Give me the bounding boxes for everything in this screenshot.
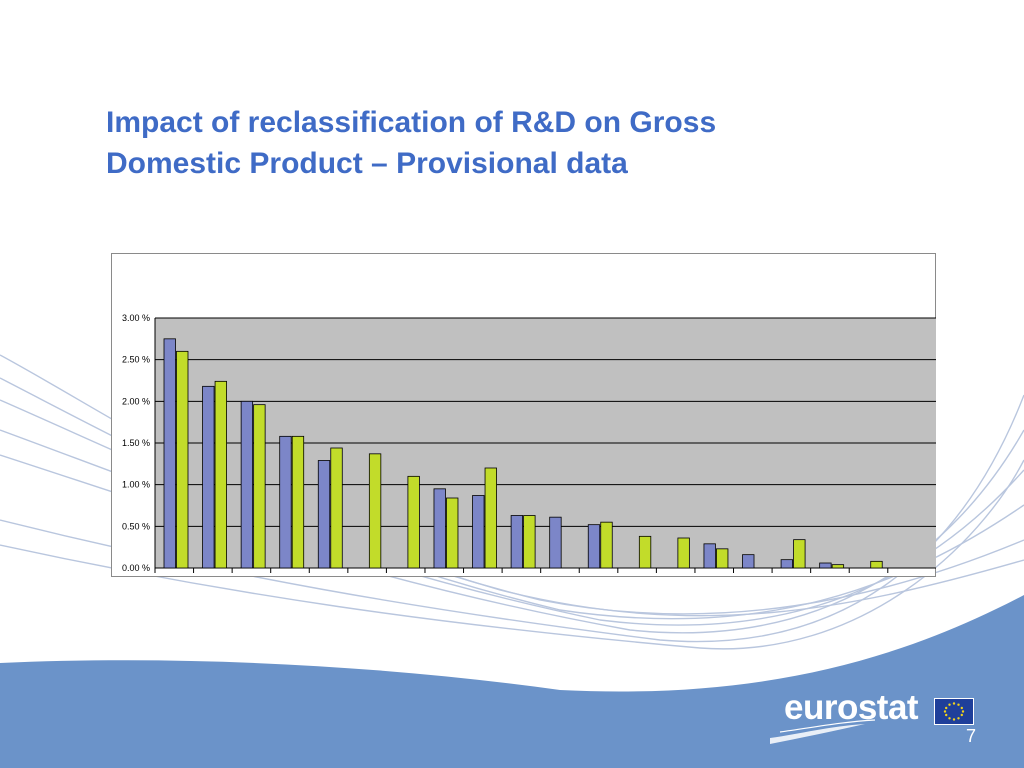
eu-flag-icon (934, 698, 974, 725)
bar (214, 380, 227, 569)
bar (742, 554, 755, 569)
y-tick-label: 0.50 % (122, 521, 150, 531)
bar (523, 515, 536, 569)
bar (163, 338, 176, 569)
y-tick-label: 2.50 % (122, 355, 150, 365)
slide-title: Impact of reclassification of R&D on Gro… (106, 102, 866, 184)
bar (407, 475, 420, 569)
bar (587, 524, 601, 569)
footer-band (0, 595, 1024, 768)
bar (202, 385, 215, 569)
bar-chart: 3.00 % 2.50 % 2.00 % 1.50 % 1.00 % 0.50 % 0.00… (122, 313, 936, 573)
y-tick-label: 1.00 % (122, 480, 150, 490)
bar (253, 404, 266, 569)
bar (368, 453, 382, 569)
bar (510, 515, 524, 569)
bar (703, 543, 716, 569)
y-tick-label: 2.00 % (122, 396, 150, 406)
bar (638, 535, 652, 569)
bar (446, 497, 459, 569)
y-tick-label: 0.00 % (122, 563, 150, 573)
bar (176, 350, 189, 569)
logo-swoosh-icon (770, 719, 876, 744)
bar (484, 467, 497, 569)
bar (291, 435, 305, 569)
bar (600, 521, 613, 569)
bar (677, 537, 690, 569)
bar (472, 495, 485, 569)
logo-text: eurostat (784, 688, 919, 727)
y-tick-label: 3.00 % (122, 313, 150, 323)
eurostat-logo: eurostat (770, 686, 980, 746)
bar (240, 400, 254, 569)
page-number: 7 (966, 726, 977, 746)
bar (819, 562, 832, 569)
bar (549, 516, 562, 569)
y-tick-label: 1.50 % (122, 438, 150, 448)
bar (870, 560, 883, 569)
bar (793, 539, 806, 569)
bar (433, 488, 446, 569)
bar (716, 548, 729, 569)
bar (317, 460, 331, 569)
title-line-2: Domestic Product – Provisional data (106, 147, 628, 180)
bar (780, 559, 793, 569)
bar (831, 564, 845, 569)
bar (330, 447, 343, 569)
title-line-1: Impact of reclassification of R&D on Gro… (106, 106, 717, 139)
bar (279, 435, 292, 569)
